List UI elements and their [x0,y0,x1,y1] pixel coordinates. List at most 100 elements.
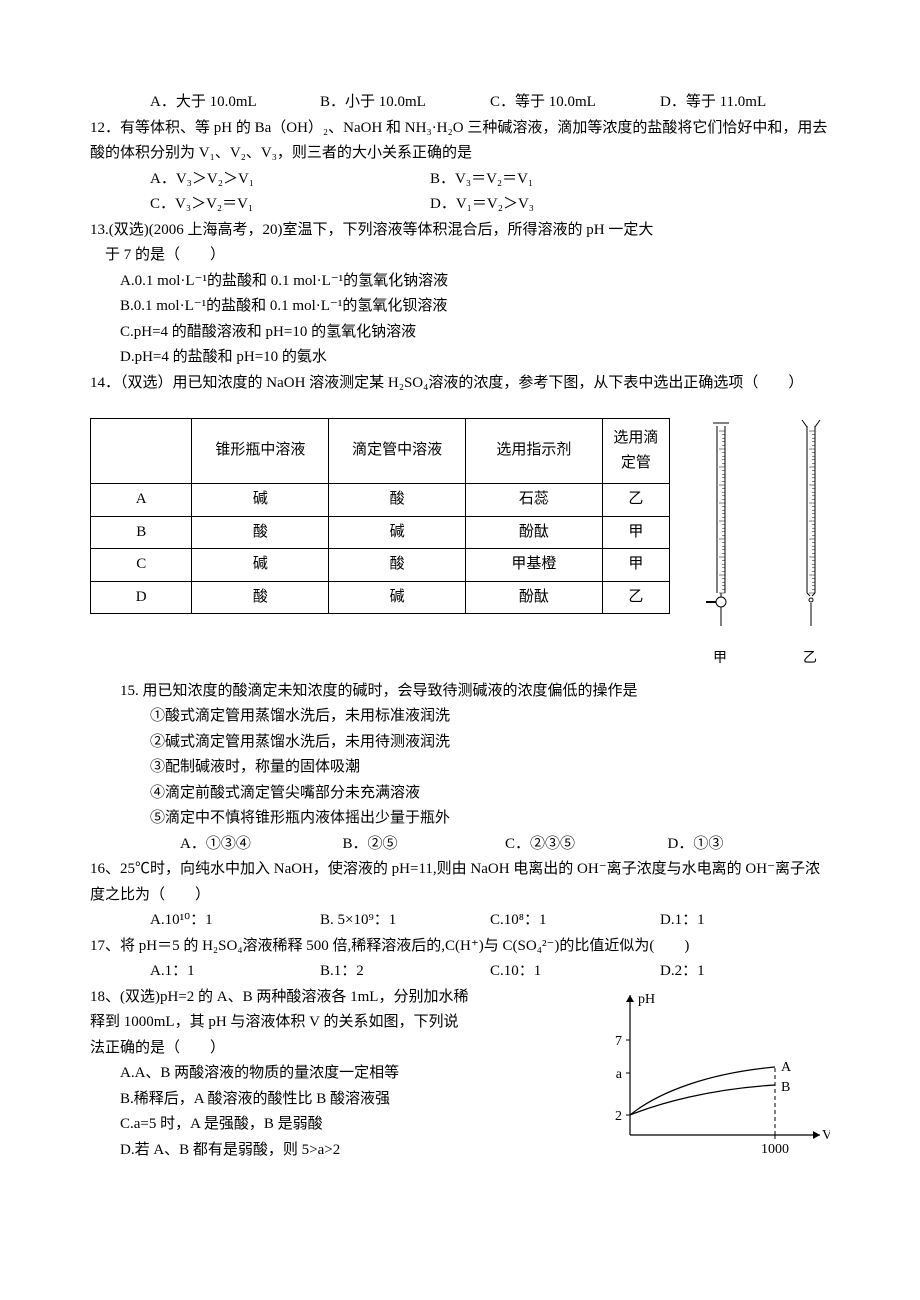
q12-opt-c: C．V₃＞V₂＝V₁ [150,192,430,218]
q16-opt-a: A.10¹⁰：1 [150,908,320,934]
q18-opt-c: C.a=5 时，A 是强酸，B 是弱酸 [90,1112,590,1138]
q15-stem: 15. 用已知浓度的酸滴定未知浓度的碱时，会导致待测碱液的浓度偏低的操作是 [90,679,830,705]
table-cell: 酸 [329,484,466,517]
table-cell: 酸 [192,581,329,614]
q18-stem-l3: 法正确的是（ ） [90,1036,590,1062]
table-cell: D [91,581,192,614]
q12-opt-d: D．V₁＝V₂＞V₃ [430,192,710,218]
table-header-row: 锥形瓶中溶液 滴定管中溶液 选用指示剂 选用滴定管 [91,419,670,484]
q11-opt-a: A．大于 10.0mL [150,90,320,116]
burette-yi: 乙 [790,418,830,671]
q13-stem-line1: 13.(双选)(2006 上海高考，20)室温下，下列溶液等体积混合后，所得溶液… [90,218,830,244]
table-cell: C [91,549,192,582]
q17-stem: 17、将 pH＝5 的 H₂SO₄溶液稀释 500 倍,稀释溶液后的,C(H⁺)… [90,934,830,960]
table-row: B酸碱酚酞甲 [91,516,670,549]
table-cell: 石蕊 [466,484,603,517]
table-cell: 碱 [329,581,466,614]
burette-yi-label: 乙 [790,647,830,671]
table-cell: 甲 [602,549,669,582]
svg-text:7: 7 [615,1034,622,1049]
q18-stem-l2: 释到 1000mL，其 pH 与溶液体积 V 的关系如图，下列说 [90,1010,590,1036]
table-cell: 碱 [329,516,466,549]
q15-opt-c: C．②③⑤ [505,832,668,858]
q15-s3: ③配制碱液时，称量的固体吸潮 [90,755,830,781]
svg-text:2: 2 [615,1109,622,1124]
q15-opt-b: B．②⑤ [343,832,506,858]
q16-stem: 16、25℃时，向纯水中加入 NaOH，使溶液的 pH=11,则由 NaOH 电… [90,857,830,908]
table-row: C碱酸甲基橙甲 [91,549,670,582]
q15-s5: ⑤滴定中不慎将锥形瓶内液体摇出少量于瓶外 [90,806,830,832]
q14-stem: 14．（双选）用已知浓度的 NaOH 溶液测定某 H₂SO₄溶液的浓度，参考下图… [90,371,830,397]
svg-text:B: B [781,1080,790,1095]
table-cell: 酸 [192,516,329,549]
svg-text:pH: pH [638,992,655,1007]
table-cell: 甲基橙 [466,549,603,582]
burette-yi-svg [790,418,830,638]
q18-text: 18、(双选)pH=2 的 A、B 两种酸溶液各 1mL，分别加水稀 释到 10… [90,985,590,1164]
svg-text:a: a [616,1067,623,1082]
q16-opt-d: D.1：1 [660,908,830,934]
q18-chart: 2 a 7 1000 pH V/mL AB [590,985,830,1165]
q17-opt-d: D.2：1 [660,959,830,985]
q13-stem-line2: 于 7 的是（ ） [90,243,830,269]
q16-opt-c: C.10⁸：1 [490,908,660,934]
q12-options-row1: A．V₃＞V₂＞V₁ B．V₃＝V₂＝V₁ [90,167,830,193]
q17-options: A.1：1 B.1：2 C.10：1 D.2：1 [90,959,830,985]
q13-opt-c: C.pH=4 的醋酸溶液和 pH=10 的氢氧化钠溶液 [90,320,830,346]
q18-opt-b: B.稀释后，A 酸溶液的酸性比 B 酸溶液强 [90,1087,590,1113]
table-cell: A [91,484,192,517]
table-cell: 甲 [602,516,669,549]
q18-chart-svg: 2 a 7 1000 pH V/mL AB [590,985,830,1155]
q11-opt-c: C．等于 10.0mL [490,90,660,116]
q15-s1: ①酸式滴定管用蒸馏水洗后，未用标准液润洗 [90,704,830,730]
q18-opt-d: D.若 A、B 都有是弱酸，则 5>a>2 [90,1138,590,1164]
q15-opt-a: A．①③④ [180,832,343,858]
q12-options-row2: C．V₃＞V₂＝V₁ D．V₁＝V₂＞V₃ [90,192,830,218]
q12-stem: 12．有等体积、等 pH 的 Ba（OH）₂、NaOH 和 NH₃·H₂O 三种… [90,116,830,167]
q18-block: 18、(双选)pH=2 的 A、B 两种酸溶液各 1mL，分别加水稀 释到 10… [90,985,830,1165]
burette-jia: 甲 [700,418,740,671]
burette-jia-label: 甲 [700,647,740,671]
q13-opt-b: B.0.1 mol·L⁻¹的盐酸和 0.1 mol·L⁻¹的氢氧化钡溶液 [90,294,830,320]
th-burette-sel: 选用滴定管 [602,419,669,484]
q12-opt-a: A．V₃＞V₂＞V₁ [150,167,430,193]
table-cell: 酸 [329,549,466,582]
table-row: A碱酸石蕊乙 [91,484,670,517]
q17-opt-a: A.1：1 [150,959,320,985]
q16-opt-b: B. 5×10⁹：1 [320,908,490,934]
q15-s2: ②碱式滴定管用蒸馏水洗后，未用待测液润洗 [90,730,830,756]
table-cell: 酚酞 [466,581,603,614]
burette-diagrams: 甲 乙 [700,418,830,671]
q15-opt-d: D．①③ [668,832,831,858]
svg-text:1000: 1000 [761,1142,789,1155]
table-cell: 酚酞 [466,516,603,549]
svg-text:A: A [781,1060,792,1075]
q14-table: 锥形瓶中溶液 滴定管中溶液 选用指示剂 选用滴定管 A碱酸石蕊乙B酸碱酚酞甲C碱… [90,418,670,614]
q12-opt-b: B．V₃＝V₂＝V₁ [430,167,710,193]
q18-stem-l1: 18、(双选)pH=2 的 A、B 两种酸溶液各 1mL，分别加水稀 [90,985,590,1011]
svg-text:V/mL: V/mL [822,1128,830,1143]
table-cell: 乙 [602,484,669,517]
q11-opt-d: D．等于 11.0mL [660,90,830,116]
th-flask: 锥形瓶中溶液 [192,419,329,484]
table-cell: 碱 [192,549,329,582]
q11-opt-b: B．小于 10.0mL [320,90,490,116]
q15-options: A．①③④ B．②⑤ C．②③⑤ D．①③ [90,832,830,858]
q11-options: A．大于 10.0mL B．小于 10.0mL C．等于 10.0mL D．等于… [90,90,830,116]
q15-s4: ④滴定前酸式滴定管尖嘴部分未充满溶液 [90,781,830,807]
table-cell: B [91,516,192,549]
q17-opt-c: C.10：1 [490,959,660,985]
q14-content-row: 锥形瓶中溶液 滴定管中溶液 选用指示剂 选用滴定管 A碱酸石蕊乙B酸碱酚酞甲C碱… [90,418,830,671]
q13-opt-a: A.0.1 mol·L⁻¹的盐酸和 0.1 mol·L⁻¹的氢氧化钠溶液 [90,269,830,295]
table-cell: 碱 [192,484,329,517]
q13-opt-d: D.pH=4 的盐酸和 pH=10 的氨水 [90,345,830,371]
table-cell: 乙 [602,581,669,614]
q16-options: A.10¹⁰：1 B. 5×10⁹：1 C.10⁸：1 D.1：1 [90,908,830,934]
q17-opt-b: B.1：2 [320,959,490,985]
q18-opt-a: A.A、B 两酸溶液的物质的量浓度一定相等 [90,1061,590,1087]
th-burette-sol: 滴定管中溶液 [329,419,466,484]
burette-jia-svg [700,418,740,638]
th-blank [91,419,192,484]
th-indicator: 选用指示剂 [466,419,603,484]
table-row: D酸碱酚酞乙 [91,581,670,614]
